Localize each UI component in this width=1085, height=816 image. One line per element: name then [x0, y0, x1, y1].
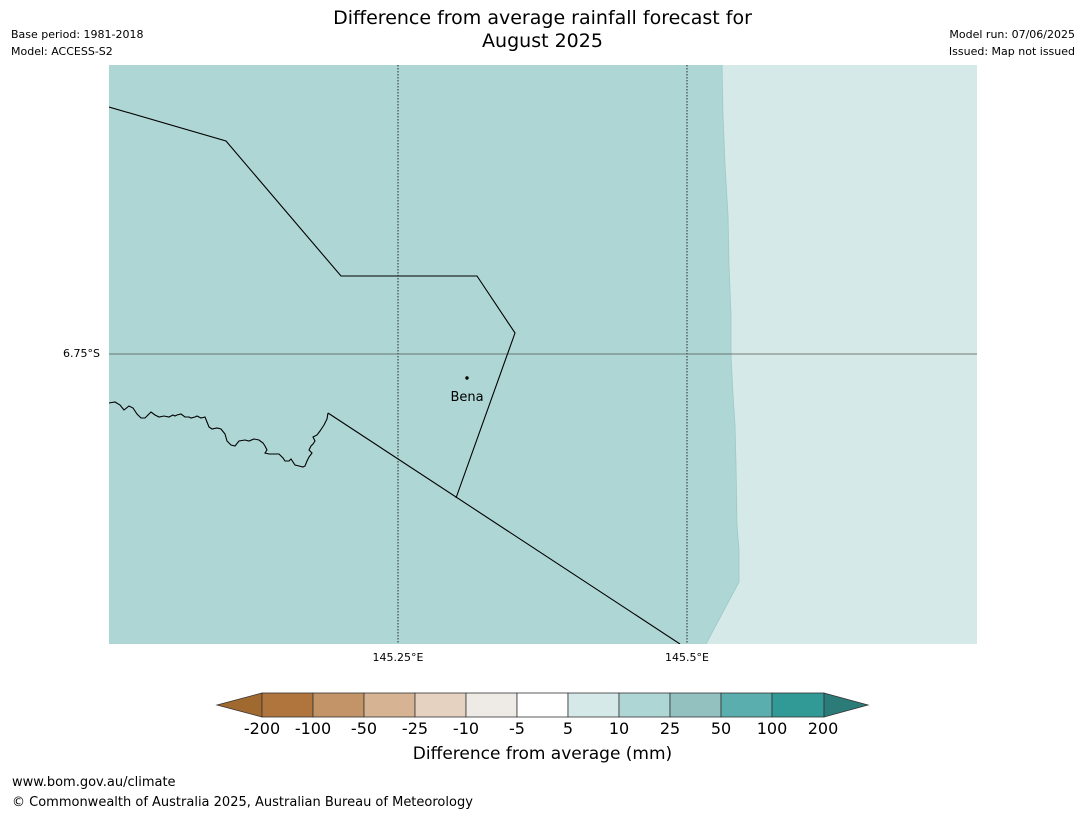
legend-extend-low: [215, 692, 263, 718]
legend-swatch: [720, 692, 773, 718]
legend-tick: -25: [401, 719, 429, 738]
legend-tick: 25: [659, 719, 681, 738]
map-title-line2: August 2025: [482, 30, 603, 52]
legend-tick: -100: [294, 719, 332, 738]
legend-swatch: [669, 692, 722, 718]
province-boundary-north: [109, 106, 516, 499]
forecast-region-5-10: [706, 65, 977, 644]
model-text: Model: ACCESS-S2: [11, 45, 113, 58]
legend-tick: -10: [452, 719, 480, 738]
legend-tick: 100: [756, 719, 788, 738]
footer-copyright: © Commonwealth of Australia 2025, Austra…: [12, 795, 473, 810]
province-boundary-river: [109, 401, 329, 468]
legend-swatch: [261, 692, 314, 718]
legend-colorbar: [215, 692, 870, 718]
legend-swatch: [312, 692, 365, 718]
legend-swatch: [414, 692, 467, 718]
map-title-line1: Difference from average rainfall forecas…: [333, 7, 752, 29]
legend-swatch: [771, 692, 825, 718]
province-boundary-south: [327, 412, 681, 644]
model-run-text: Model run: 07/06/2025: [949, 28, 1075, 41]
map-area[interactable]: Bena: [109, 65, 977, 644]
forecast-contour-edge: [705, 65, 740, 644]
bena-label: Bena: [450, 390, 483, 405]
legend-tick: -50: [350, 719, 378, 738]
lon-label-145-5: 145.5°E: [665, 651, 709, 664]
legend-title: Difference from average (mm): [412, 744, 673, 764]
legend-tick: -200: [243, 719, 281, 738]
legend-swatch: [465, 692, 518, 718]
base-period-text: Base period: 1981-2018: [11, 28, 144, 41]
lat-label: 6.75°S: [63, 347, 100, 360]
legend-swatch: [567, 692, 620, 718]
bena-marker: [465, 376, 469, 380]
legend-tick: 200: [807, 719, 839, 738]
footer-url[interactable]: www.bom.gov.au/climate: [12, 775, 176, 790]
legend-swatch: [363, 692, 416, 718]
legend-tick: 5: [562, 719, 574, 738]
legend-tick: -5: [509, 719, 525, 738]
legend-extend-high: [823, 692, 870, 718]
legend-tick: 50: [710, 719, 732, 738]
legend-tick: 10: [608, 719, 630, 738]
meta-left: Base period: 1981-2018 Model: ACCESS-S2: [11, 26, 143, 60]
lon-label-145-25: 145.25°E: [372, 651, 424, 664]
meta-right: Model run: 07/06/2025 Issued: Map not is…: [949, 26, 1075, 60]
legend-swatch: [516, 692, 569, 718]
legend-swatch: [618, 692, 671, 718]
issued-text: Issued: Map not issued: [948, 45, 1075, 58]
